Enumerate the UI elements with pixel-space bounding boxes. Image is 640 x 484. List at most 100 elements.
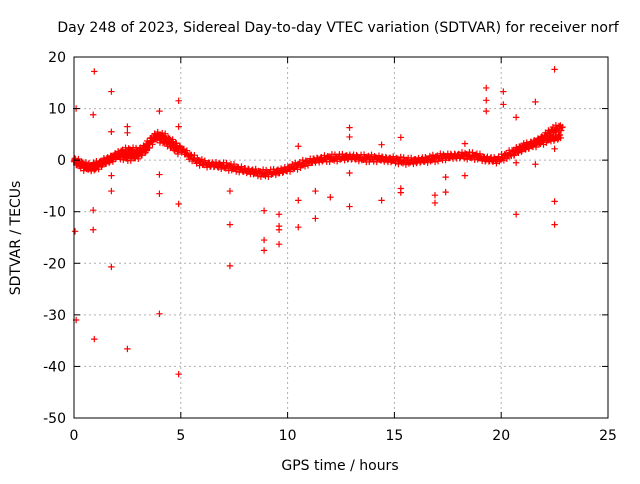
- data-point-outlier: [175, 123, 182, 130]
- data-point-outlier: [226, 262, 234, 270]
- data-point: [557, 134, 564, 142]
- chart-title: Day 248 of 2023, Sidereal Day-to-day VTE…: [57, 20, 619, 36]
- data-point: [90, 159, 97, 166]
- x-tick-label: 25: [599, 428, 617, 444]
- data-point-outlier: [124, 345, 131, 353]
- data-point: [503, 155, 511, 163]
- data-point: [164, 138, 172, 145]
- data-point-outlier: [483, 84, 490, 92]
- data-point-outlier: [156, 190, 163, 197]
- data-point: [277, 165, 285, 172]
- data-point-outlier: [461, 140, 469, 147]
- data-point: [500, 157, 508, 164]
- data-point: [520, 140, 527, 147]
- data-point-outlier: [346, 124, 353, 131]
- data-point-outlier: [226, 221, 234, 228]
- data-point: [272, 171, 280, 179]
- data-point-outlier: [275, 211, 283, 218]
- plot-frame: [73, 56, 609, 419]
- data-point: [119, 150, 126, 158]
- data-point-outlier: [108, 187, 115, 195]
- data-point: [316, 159, 323, 166]
- data-point: [559, 123, 566, 131]
- data-point-outlier: [295, 223, 302, 231]
- data-point-outlier: [91, 68, 98, 75]
- data-point-outlier: [442, 173, 449, 181]
- data-point: [173, 145, 180, 152]
- y-tick-label: 0: [57, 153, 66, 169]
- data-point-outlier: [108, 172, 115, 179]
- data-points: [70, 66, 566, 378]
- data-point: [254, 172, 262, 180]
- data-point-outlier: [461, 172, 469, 179]
- data-point: [368, 151, 375, 159]
- data-point-outlier: [108, 263, 115, 271]
- data-point: [191, 152, 198, 159]
- data-point: [183, 147, 191, 154]
- data-point: [458, 149, 466, 156]
- data-point-outlier: [175, 200, 182, 208]
- data-point: [141, 149, 149, 157]
- y-tick-label: -50: [43, 411, 66, 427]
- data-point: [162, 134, 169, 142]
- data-point: [301, 163, 309, 170]
- data-point-outlier: [90, 111, 97, 118]
- data-point-outlier: [346, 203, 353, 210]
- data-point: [169, 140, 176, 148]
- data-point-outlier: [90, 206, 97, 214]
- x-tick-label: 5: [176, 428, 185, 444]
- data-point-outlier: [90, 226, 97, 233]
- data-point-outlier: [295, 143, 302, 150]
- data-point-outlier: [91, 335, 98, 343]
- x-tick-label: 20: [492, 428, 510, 444]
- x-tick-label: 0: [70, 428, 79, 444]
- data-point: [461, 155, 468, 162]
- data-point-outlier: [260, 247, 268, 254]
- data-point-outlier: [346, 133, 353, 141]
- data-point: [518, 148, 525, 155]
- data-point-outlier: [442, 188, 449, 196]
- data-point: [555, 122, 563, 130]
- data-point-outlier: [512, 159, 520, 166]
- data-point: [122, 144, 129, 151]
- data-point-outlier: [175, 370, 182, 378]
- data-point-outlier: [275, 226, 283, 233]
- data-point: [431, 158, 439, 166]
- data-point-outlier: [312, 187, 319, 195]
- data-point: [135, 155, 142, 163]
- data-point: [122, 150, 129, 157]
- y-tick-label: -40: [43, 359, 66, 375]
- data-point-outlier: [124, 123, 131, 130]
- data-point: [426, 152, 434, 160]
- data-point-outlier: [532, 98, 539, 106]
- data-point: [154, 131, 161, 138]
- data-point: [250, 170, 257, 178]
- data-point: [355, 157, 363, 165]
- data-point-outlier: [156, 310, 163, 318]
- data-point-outlier: [551, 221, 558, 228]
- data-point: [299, 156, 306, 164]
- data-point: [536, 138, 544, 145]
- data-point: [510, 152, 518, 159]
- data-point-outlier: [378, 141, 385, 148]
- data-point-outlier: [108, 88, 115, 95]
- data-point-outlier: [346, 169, 353, 177]
- data-point: [166, 139, 173, 146]
- data-point-outlier: [124, 129, 131, 137]
- data-point: [243, 169, 250, 177]
- data-point: [149, 141, 156, 148]
- data-point-outlier: [327, 194, 334, 201]
- data-point: [341, 156, 348, 164]
- data-point: [472, 151, 479, 159]
- data-point: [105, 157, 113, 165]
- data-point: [146, 144, 153, 152]
- x-tick-label: 10: [279, 428, 297, 444]
- data-point-outlier: [156, 107, 163, 115]
- data-point-outlier: [431, 199, 439, 207]
- data-point-outlier: [275, 241, 283, 248]
- data-point: [321, 152, 328, 159]
- data-point-outlier: [156, 171, 163, 178]
- data-point: [515, 149, 522, 157]
- data-point: [85, 166, 92, 173]
